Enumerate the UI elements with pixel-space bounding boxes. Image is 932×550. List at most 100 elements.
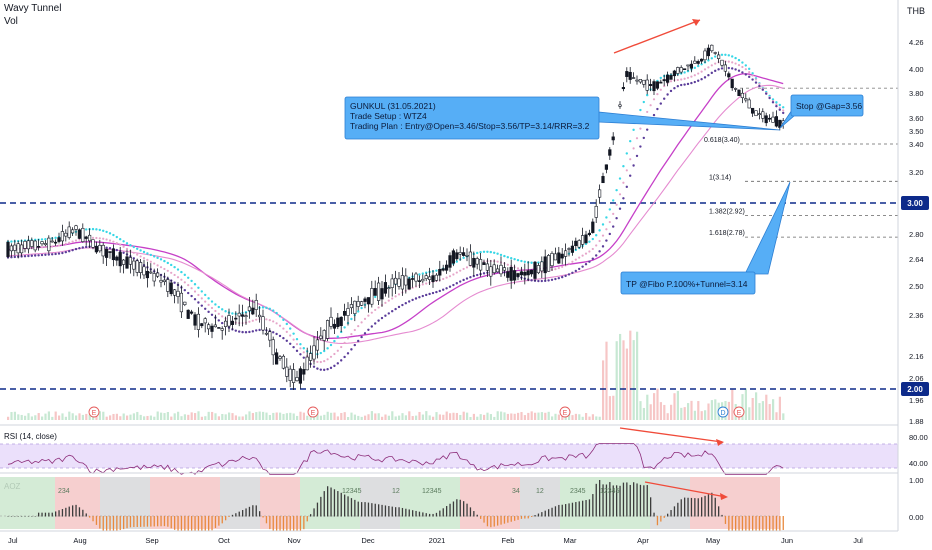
tunnel-dot-mid xyxy=(571,260,574,263)
aoz-bar xyxy=(701,497,703,517)
volume-bar xyxy=(428,415,431,420)
candle-body xyxy=(546,255,551,272)
tunnel-dot-lower xyxy=(173,281,176,284)
candle-body xyxy=(669,75,673,80)
aoz-bar xyxy=(214,516,217,528)
ma-line-slow xyxy=(7,84,784,344)
tunnel-dot-lower xyxy=(244,331,248,334)
volume-bar xyxy=(367,414,370,420)
price-tick: 4.26 xyxy=(909,38,924,47)
candle-body xyxy=(302,369,306,375)
candle-body xyxy=(455,252,459,260)
candle-body xyxy=(207,324,211,330)
aoz-bar xyxy=(755,516,757,531)
tunnel-dot-mid xyxy=(353,328,356,332)
aoz-zone xyxy=(460,477,520,529)
tunnel-dot-upper xyxy=(479,250,482,254)
tunnel-dot-mid xyxy=(268,319,271,322)
candle-body xyxy=(543,256,547,274)
aoz-bar xyxy=(554,506,557,517)
aoz-bar xyxy=(480,516,482,519)
aoz-bar xyxy=(95,516,98,525)
volume-bar xyxy=(551,416,554,420)
candle-body xyxy=(744,98,748,101)
tunnel-dot-lower xyxy=(656,107,659,111)
candle-body xyxy=(720,59,724,66)
aoz-bar xyxy=(381,504,383,517)
aoz-bar xyxy=(10,516,13,517)
tunnel-dot-mid xyxy=(187,284,190,287)
volume-bar xyxy=(381,416,384,420)
tunnel-dot-mid xyxy=(690,75,693,78)
tunnel-dot-mid xyxy=(656,93,659,96)
tunnel-dot-lower xyxy=(737,69,741,72)
volume-bar xyxy=(408,411,411,420)
aoz-bar xyxy=(469,507,472,517)
aoz-bar xyxy=(269,516,271,530)
volume-bar xyxy=(34,415,37,420)
aoz-bar xyxy=(486,516,489,527)
aoz-bar xyxy=(629,484,631,517)
tunnel-dot-upper xyxy=(326,347,329,350)
candle-body xyxy=(686,64,690,67)
aoz-zone xyxy=(600,477,650,529)
candle-body xyxy=(33,240,37,251)
fib-label: 0.618(3.40) xyxy=(704,137,740,144)
volume-bar xyxy=(571,415,574,420)
tunnel-dot-upper xyxy=(323,349,326,353)
candle-body xyxy=(604,164,608,170)
tunnel-dot-lower xyxy=(629,174,632,177)
volume-bar xyxy=(744,388,747,420)
setup-callout-line: Trade Setup : WTZ4 xyxy=(350,111,427,121)
volume-bar xyxy=(483,414,486,420)
aoz-bar xyxy=(769,516,771,531)
tunnel-dot-lower xyxy=(782,111,785,115)
candle-body xyxy=(149,271,153,274)
candle-body xyxy=(723,64,727,72)
tunnel-dot-mid xyxy=(170,271,173,274)
rsi-divergence-arrow xyxy=(619,427,723,443)
volume-bar xyxy=(255,412,258,420)
candle-body xyxy=(441,268,445,271)
tunnel-dot-upper xyxy=(122,240,125,243)
aoz-bar xyxy=(507,516,509,523)
aoz-bar xyxy=(493,516,495,527)
aoz-bar xyxy=(126,516,128,529)
tunnel-dot-mid xyxy=(374,308,377,312)
tunnel-dot-lower xyxy=(435,290,438,294)
time-tick: Oct xyxy=(218,536,231,545)
volume-bar xyxy=(282,413,285,420)
tunnel-dot-mid xyxy=(618,193,622,196)
volume-bar xyxy=(279,412,282,420)
aoz-bar xyxy=(473,511,475,517)
volume-bar xyxy=(126,415,129,420)
candle-body xyxy=(458,252,462,255)
candle-body xyxy=(757,113,761,115)
stop-callout-text: Stop @Gap=3.56 xyxy=(796,101,862,111)
tunnel-dot-upper xyxy=(493,251,496,254)
volume-bar xyxy=(479,414,482,420)
candle-body xyxy=(400,275,405,290)
tunnel-dot-upper xyxy=(139,249,142,252)
tunnel-dot-upper xyxy=(98,228,102,232)
aoz-bar xyxy=(320,496,322,517)
tunnel-dot-lower xyxy=(727,66,730,70)
aoz-bar xyxy=(476,514,478,517)
tunnel-dot-mid xyxy=(397,293,401,296)
event-marker xyxy=(733,406,745,418)
volume-label: Vol xyxy=(4,16,18,27)
aoz-bar xyxy=(735,516,737,531)
aoz-bar xyxy=(612,485,614,517)
aoz-bar xyxy=(235,513,237,517)
aoz-zone-label: 34 xyxy=(512,488,520,495)
tunnel-dot-lower xyxy=(343,355,346,359)
volume-bar xyxy=(306,415,309,420)
aoz-bar xyxy=(180,516,183,531)
aoz-bar xyxy=(272,516,274,531)
tunnel-dot-lower xyxy=(248,330,251,334)
candle-body xyxy=(648,84,653,86)
aoz-zone xyxy=(690,477,730,529)
candle-body xyxy=(570,245,574,253)
volume-bar xyxy=(326,411,329,420)
